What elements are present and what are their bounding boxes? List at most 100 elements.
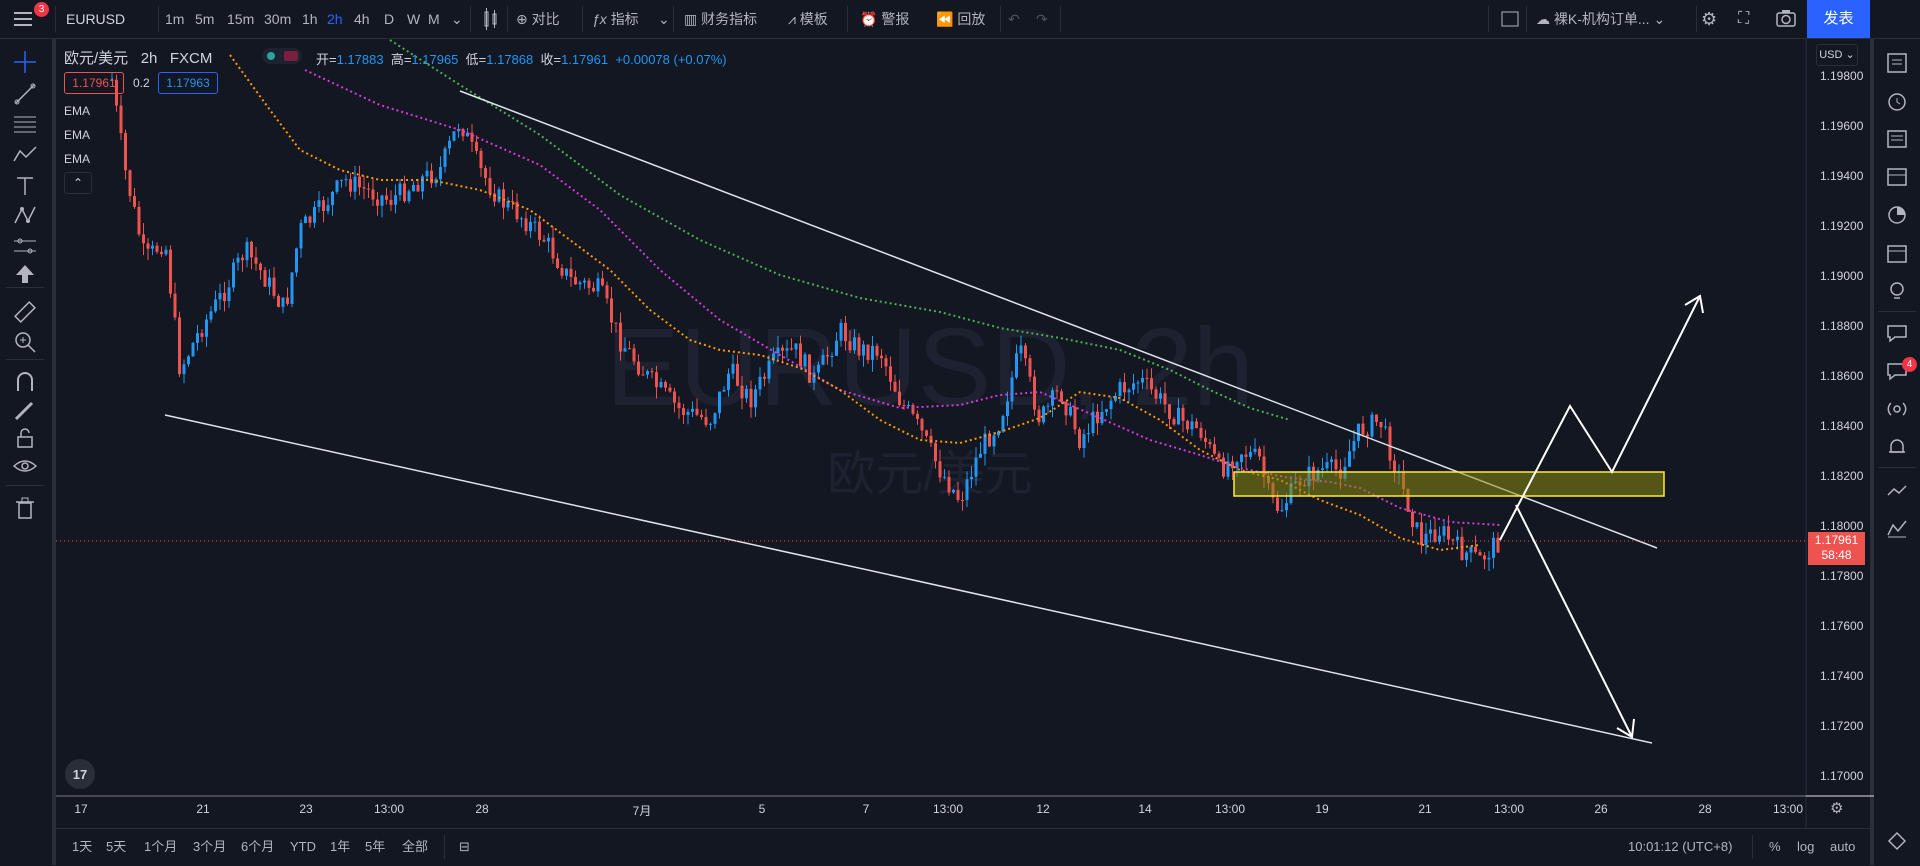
- pencil-lock-icon[interactable]: [12, 397, 38, 423]
- watchlist-icon[interactable]: [1885, 51, 1909, 75]
- indicators-button[interactable]: ƒx 指标: [592, 0, 639, 38]
- calendar-icon[interactable]: [1885, 241, 1909, 265]
- interval-1h[interactable]: 1h: [302, 11, 318, 27]
- range-全部[interactable]: 全部: [402, 839, 429, 854]
- range-5年[interactable]: 5年: [365, 839, 386, 854]
- dom-icon[interactable]: [1885, 517, 1909, 541]
- zoom-in-icon[interactable]: [12, 329, 38, 355]
- study-ema-2[interactable]: EMA: [64, 128, 91, 142]
- clock-timezone[interactable]: 10:01:12 (UTC+8): [1628, 839, 1733, 854]
- candle-body: [524, 218, 528, 232]
- prediction-icon[interactable]: [12, 203, 38, 229]
- study-ema-3[interactable]: EMA: [64, 152, 91, 166]
- time-tick: 12: [1036, 802, 1050, 816]
- interval-2h[interactable]: 2h: [327, 11, 343, 27]
- candle-body: [164, 249, 168, 255]
- collapse-legend-button[interactable]: ⌃: [64, 172, 92, 194]
- candle-body: [358, 176, 361, 188]
- ruler-icon[interactable]: [12, 299, 38, 325]
- candle-body: [812, 372, 816, 383]
- chevron-down-icon[interactable]: ⌄: [451, 11, 463, 27]
- alert-button[interactable]: ⏰ 警报: [860, 0, 909, 38]
- range-5天[interactable]: 5天: [106, 839, 127, 854]
- range-1年[interactable]: 1年: [330, 839, 351, 854]
- chart-type-button[interactable]: [481, 0, 501, 38]
- log-scale-toggle[interactable]: log: [1797, 839, 1815, 854]
- eye-icon[interactable]: [12, 453, 38, 479]
- interval-D[interactable]: D: [384, 11, 395, 27]
- publish-button[interactable]: 发表: [1807, 0, 1870, 38]
- axis-settings-gear-icon[interactable]: ⚙: [1830, 800, 1844, 817]
- expand-icon[interactable]: ⛶: [1738, 10, 1750, 27]
- range-3个月[interactable]: 3个月: [193, 839, 227, 854]
- interval-M[interactable]: M: [428, 11, 440, 27]
- bullish-projection-path[interactable]: [1499, 295, 1701, 541]
- hotlist-icon[interactable]: [1885, 203, 1909, 227]
- financials-button[interactable]: ▥ 财务指标: [684, 0, 757, 38]
- tradingview-logo-icon[interactable]: [65, 759, 95, 789]
- magnet-icon[interactable]: [12, 369, 38, 395]
- interval-5m[interactable]: 5m: [195, 11, 215, 27]
- news-icon[interactable]: [1885, 127, 1909, 151]
- crosshair-icon[interactable]: [12, 49, 38, 75]
- fib-retracement-icon[interactable]: [12, 111, 38, 137]
- stream-icon[interactable]: [1885, 397, 1909, 421]
- price-tick: 1.17000: [1820, 769, 1864, 783]
- symbol-search[interactable]: EURUSD: [66, 11, 126, 27]
- market-status-toggle[interactable]: [262, 48, 302, 64]
- templates-button[interactable]: ⩘ 模板: [788, 0, 828, 38]
- range-1天[interactable]: 1天: [72, 839, 93, 854]
- gear-icon[interactable]: ⚙: [1701, 9, 1718, 29]
- idea-bulb-icon[interactable]: [1885, 279, 1909, 303]
- low-value: 1.17868: [486, 52, 534, 67]
- compare-button[interactable]: ⊕ 对比: [516, 0, 560, 38]
- undo-icon[interactable]: ↶: [1008, 11, 1020, 27]
- goto-date-icon[interactable]: ⊟: [459, 839, 470, 854]
- interval-4h[interactable]: 4h: [354, 11, 370, 27]
- candle-body: [1388, 426, 1392, 461]
- trading-panel-icon[interactable]: [1885, 479, 1909, 503]
- resistance-zone[interactable]: [1233, 471, 1665, 497]
- candle-body: [308, 216, 312, 223]
- range-6个月[interactable]: 6个月: [241, 839, 275, 854]
- bar-chart-icon: ▥: [684, 11, 698, 27]
- interval-30m[interactable]: 30m: [264, 11, 292, 27]
- layout-selector[interactable]: ☁ 裸K-机构订单... ⌄: [1536, 0, 1665, 38]
- arrow-up-icon[interactable]: [12, 261, 38, 287]
- fullscreen-select-icon[interactable]: [1500, 0, 1520, 38]
- lock-icon[interactable]: [12, 425, 38, 451]
- bell-icon[interactable]: [1885, 435, 1909, 459]
- interval-1m[interactable]: 1m: [165, 11, 185, 27]
- candle-body: [1127, 389, 1131, 393]
- bearish-projection-path[interactable]: [1515, 504, 1633, 738]
- time-tick: 17: [74, 802, 88, 816]
- currency-selector[interactable]: USD ⌄: [1816, 44, 1858, 66]
- trash-icon[interactable]: [12, 495, 38, 521]
- chevron-down-icon[interactable]: ⌄: [658, 11, 670, 27]
- measure-lines-icon[interactable]: [12, 233, 38, 259]
- alarm-clock-icon[interactable]: [1885, 89, 1909, 113]
- replay-button[interactable]: ⏪ 回放: [936, 0, 985, 38]
- range-1个月[interactable]: 1个月: [144, 839, 178, 854]
- menu-icon[interactable]: [12, 0, 38, 38]
- range-YTD[interactable]: YTD: [290, 839, 316, 854]
- auto-scale-toggle[interactable]: auto: [1830, 839, 1856, 854]
- trend-line-icon[interactable]: [12, 81, 38, 107]
- study-ema-1[interactable]: EMA: [64, 104, 91, 118]
- interval-15m[interactable]: 15m: [227, 11, 255, 27]
- chevron-diamond-icon[interactable]: [1885, 829, 1909, 853]
- percent-scale-toggle[interactable]: %: [1769, 839, 1781, 854]
- buy-price-button[interactable]: 1.17963: [158, 72, 218, 94]
- candle-body: [659, 381, 663, 388]
- camera-icon[interactable]: [1775, 0, 1797, 38]
- text-icon[interactable]: [12, 173, 38, 199]
- pattern-icon[interactable]: [12, 141, 38, 167]
- redo-icon[interactable]: ↷: [1036, 11, 1048, 27]
- interval-W[interactable]: W: [407, 11, 421, 27]
- channel-lower-line[interactable]: [164, 414, 1653, 744]
- sell-price-button[interactable]: 1.17961: [64, 72, 124, 94]
- chat-icon[interactable]: [1885, 321, 1909, 345]
- data-window-icon[interactable]: [1885, 165, 1909, 189]
- legend-symbol-name[interactable]: 欧元/美元: [64, 50, 129, 67]
